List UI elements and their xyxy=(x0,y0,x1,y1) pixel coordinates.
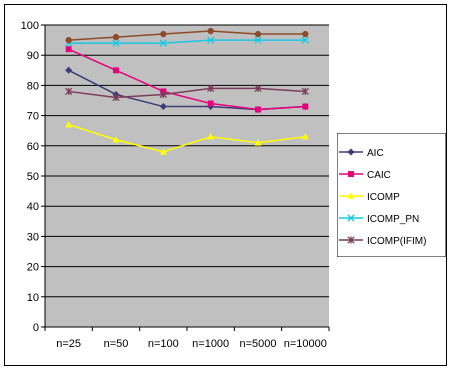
y-tick-label: 50 xyxy=(27,171,39,183)
data-point xyxy=(207,100,214,107)
data-point xyxy=(301,133,309,140)
series-5 xyxy=(65,27,309,44)
x-tick-label: n=25 xyxy=(56,338,81,350)
y-tick-label: 90 xyxy=(27,50,39,62)
data-point xyxy=(159,103,167,111)
data-point xyxy=(301,87,309,96)
data-point xyxy=(207,27,214,35)
x-tick-label: n=100 xyxy=(148,338,179,350)
legend-item: AIC xyxy=(339,148,384,159)
y-tick-label: 100 xyxy=(21,20,39,32)
series-group xyxy=(65,27,309,155)
legend-box xyxy=(337,133,446,257)
y-tick-label: 60 xyxy=(27,141,39,153)
data-point xyxy=(159,90,167,99)
data-point xyxy=(112,33,120,41)
data-point xyxy=(254,84,262,93)
data-point xyxy=(254,36,262,44)
data-point xyxy=(254,30,262,38)
series-3 xyxy=(65,36,309,47)
data-point xyxy=(65,66,73,74)
data-point xyxy=(255,106,261,113)
y-tick-label: 70 xyxy=(27,111,39,123)
data-point xyxy=(301,36,309,44)
y-tick-label: 0 xyxy=(33,322,39,334)
y-tick-label: 30 xyxy=(27,231,39,243)
legend-label: AIC xyxy=(367,148,384,159)
legend-marker xyxy=(348,171,354,177)
data-point xyxy=(160,30,167,38)
legend-item: ICOMP(IFIM)_PN xyxy=(339,258,446,269)
legend-item: CAIC xyxy=(339,170,391,181)
y-tick-label: 10 xyxy=(27,292,39,304)
data-point xyxy=(65,46,72,53)
data-point xyxy=(254,139,262,146)
legend-label: ICOMP(IFIM)_PN xyxy=(367,258,446,269)
y-tick-label: 40 xyxy=(27,201,39,213)
x-tick-label: n=5000 xyxy=(239,338,276,350)
gridlines xyxy=(45,24,329,298)
series-line xyxy=(68,39,306,44)
data-point xyxy=(207,133,215,140)
y-tick-label: 80 xyxy=(27,80,39,92)
series-line xyxy=(68,87,306,99)
series-line xyxy=(68,123,306,153)
line-chart: 0 10 20 30 40 50 60 70 80 90 100 n=25 n=50 n=100 n=10… xyxy=(21,20,446,350)
data-point xyxy=(65,121,73,128)
x-tick-label: n=50 xyxy=(104,338,129,350)
y-axis-tick-labels: 0 10 20 30 40 50 60 70 80 90 100 xyxy=(21,20,39,334)
legend-label: ICOMP xyxy=(367,192,400,203)
axes xyxy=(41,24,330,331)
legend-label: ICOMP_PN xyxy=(367,214,419,225)
chart-frame: 0 10 20 30 40 50 60 70 80 90 100 n=25 n=50 n=100 n=10… xyxy=(4,4,447,366)
series-line xyxy=(68,48,306,111)
data-point xyxy=(302,103,309,110)
series-line xyxy=(68,30,306,41)
data-point xyxy=(159,39,167,47)
data-point xyxy=(112,136,120,143)
data-point xyxy=(65,87,73,96)
legend-marker xyxy=(348,259,354,265)
legend-label: CAIC xyxy=(367,170,391,181)
series-4 xyxy=(65,84,309,102)
data-point xyxy=(207,84,215,93)
legend-marker xyxy=(347,236,355,244)
legend: AIC CAIC ICOMP ICOMP_PN ICOMP(IFIM) ICOMP(IFI… xyxy=(337,133,446,269)
data-point xyxy=(302,30,309,38)
x-axis-tick-labels: n=25 n=50 n=100 n=1000 n=5000 n=10000 xyxy=(56,338,327,350)
data-point xyxy=(207,36,215,44)
legend-item: ICOMP xyxy=(339,192,400,203)
data-point xyxy=(65,36,72,44)
series-2 xyxy=(65,121,309,155)
legend-item: ICOMP(IFIM) xyxy=(339,236,426,247)
x-tick-label: n=1000 xyxy=(192,338,229,350)
data-point xyxy=(112,93,120,102)
y-tick-label: 20 xyxy=(27,262,39,274)
legend-marker xyxy=(347,148,355,156)
legend-marker xyxy=(347,192,355,199)
data-point xyxy=(113,67,119,74)
data-point xyxy=(112,39,120,47)
x-tick-label: n=10000 xyxy=(284,338,327,350)
data-point xyxy=(159,148,167,155)
legend-marker xyxy=(347,214,355,222)
legend-label: ICOMP(IFIM) xyxy=(367,236,426,247)
legend-item: ICOMP_PN xyxy=(339,214,419,225)
